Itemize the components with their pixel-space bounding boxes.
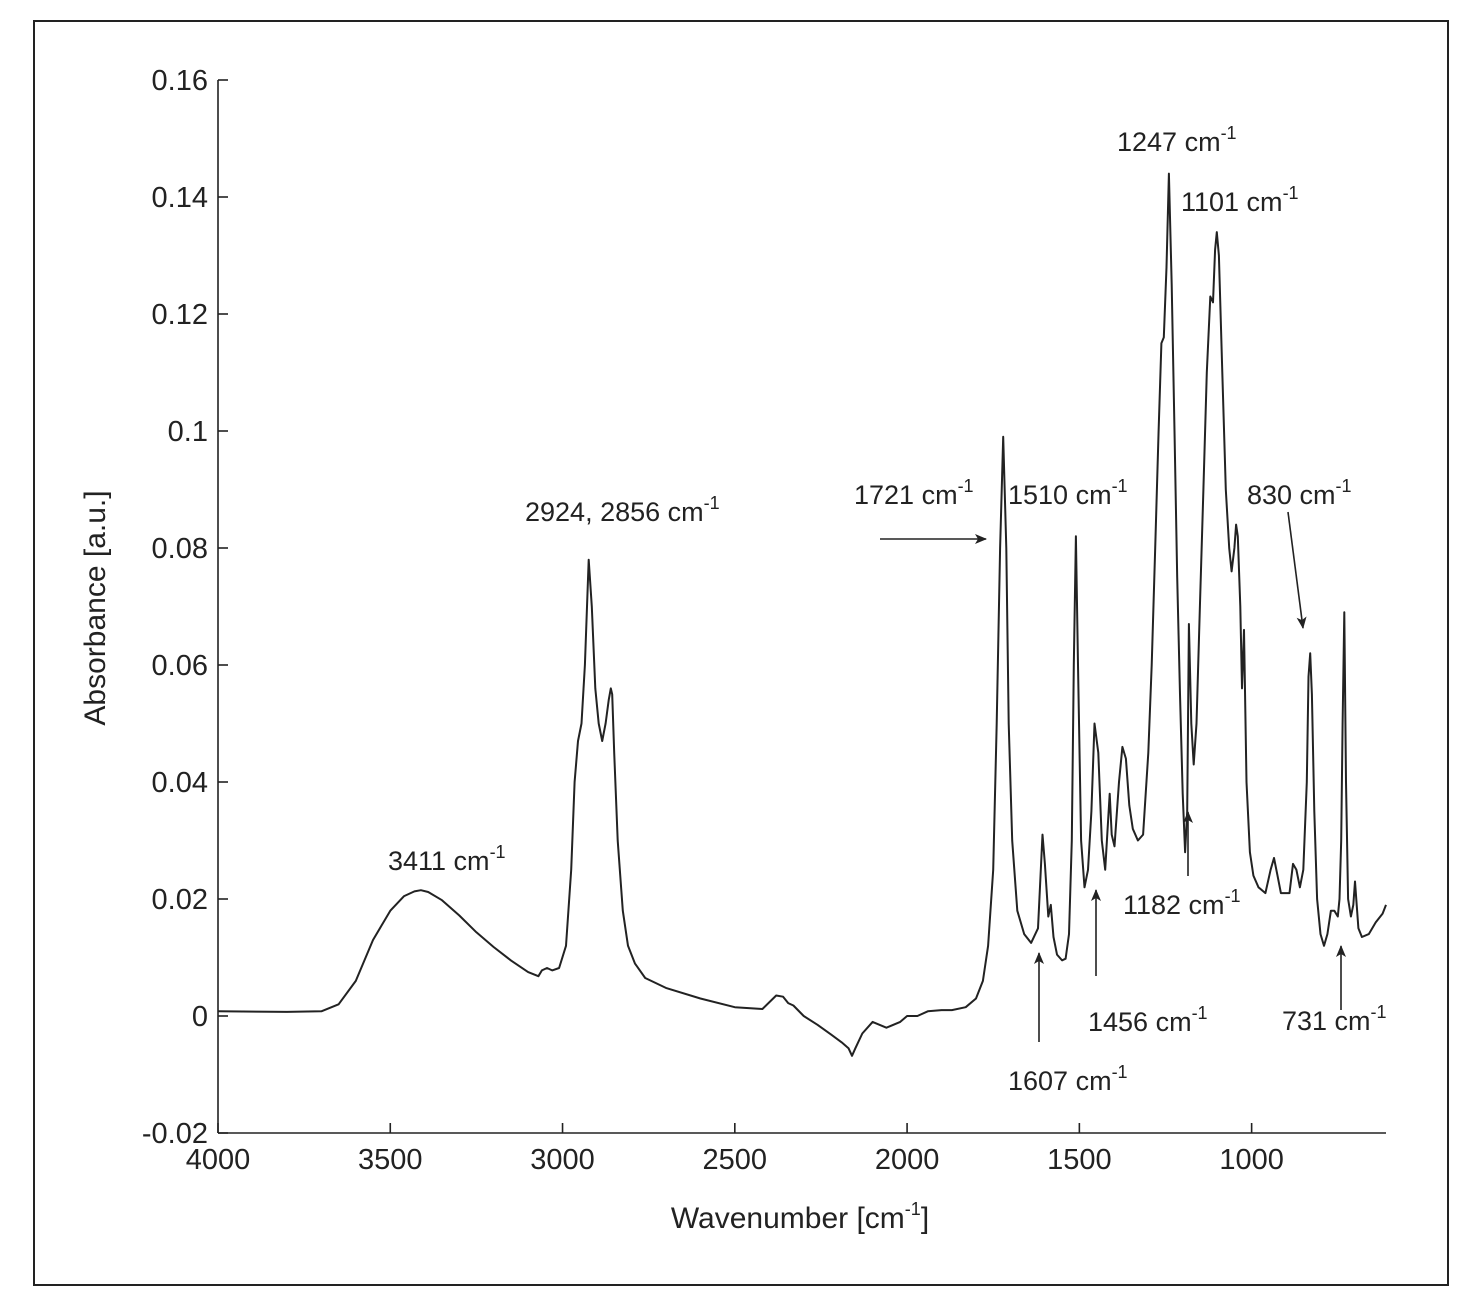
y-tick-label: 0.16 xyxy=(152,65,208,97)
y-tick-label: 0.1 xyxy=(168,416,208,448)
x-axis-label: Wavenumber [cm-1] xyxy=(671,1199,929,1235)
figure-frame xyxy=(33,20,1449,1286)
arrow-830 xyxy=(1287,511,1307,629)
annotation-1247: 1247 cm-1 xyxy=(1117,123,1237,157)
y-ticks: -0.02 0 0.02 0.04 0.06 0.08 0.1 0.12 0.14 0.16 xyxy=(142,65,228,1150)
annotation-1101: 1101 cm-1 xyxy=(1181,183,1299,217)
x-axis-label-sup: -1 xyxy=(905,1199,921,1219)
y-tick-label: 0.08 xyxy=(152,533,208,565)
x-tick-label: 3000 xyxy=(530,1144,595,1176)
annotation-1510: 1510 cm-1 xyxy=(1008,476,1128,510)
y-tick-label: 0.12 xyxy=(152,299,208,331)
x-tick-label: 2500 xyxy=(703,1144,768,1176)
y-tick-label: 0 xyxy=(192,1001,208,1033)
annotation-1456: 1456 cm-1 xyxy=(1088,1003,1208,1037)
x-tick-label: 3500 xyxy=(358,1144,423,1176)
annotation-830: 830 cm-1 xyxy=(1247,476,1352,510)
annotation-731: 731 cm-1 xyxy=(1282,1002,1387,1036)
y-tick-label: 0.04 xyxy=(152,767,208,799)
x-tick-label: 1500 xyxy=(1047,1144,1112,1176)
annotation-3411: 3411 cm-1 xyxy=(388,842,506,876)
y-tick-label: -0.02 xyxy=(142,1118,208,1150)
x-ticks: 4000 3500 3000 2500 2000 1500 1000 xyxy=(186,1123,1284,1176)
annotation-1607: 1607 cm-1 xyxy=(1008,1062,1128,1096)
x-tick-label: 2000 xyxy=(875,1144,940,1176)
y-axis-label: Absorbance [a.u.] xyxy=(79,490,112,725)
annotation-arrows xyxy=(880,511,1346,1042)
x-tick-label: 4000 xyxy=(186,1144,251,1176)
y-tick-label: 0.14 xyxy=(152,182,208,214)
annotation-1721: 1721 cm-1 xyxy=(854,476,974,510)
axes xyxy=(217,80,1386,1134)
x-axis-label-suffix: ] xyxy=(921,1202,929,1235)
annotation-1182: 1182 cm-1 xyxy=(1123,886,1241,920)
y-tick-label: 0.06 xyxy=(152,650,208,682)
annotation-2924-2856: 2924, 2856 cm-1 xyxy=(525,493,720,527)
series-line-absorbance xyxy=(217,172,1387,1057)
y-tick-label: 0.02 xyxy=(152,884,208,916)
peak-annotations: 3411 cm-1 2924, 2856 cm-1 1721 cm-1 1510… xyxy=(388,123,1387,1096)
x-tick-label: 1000 xyxy=(1219,1144,1284,1176)
